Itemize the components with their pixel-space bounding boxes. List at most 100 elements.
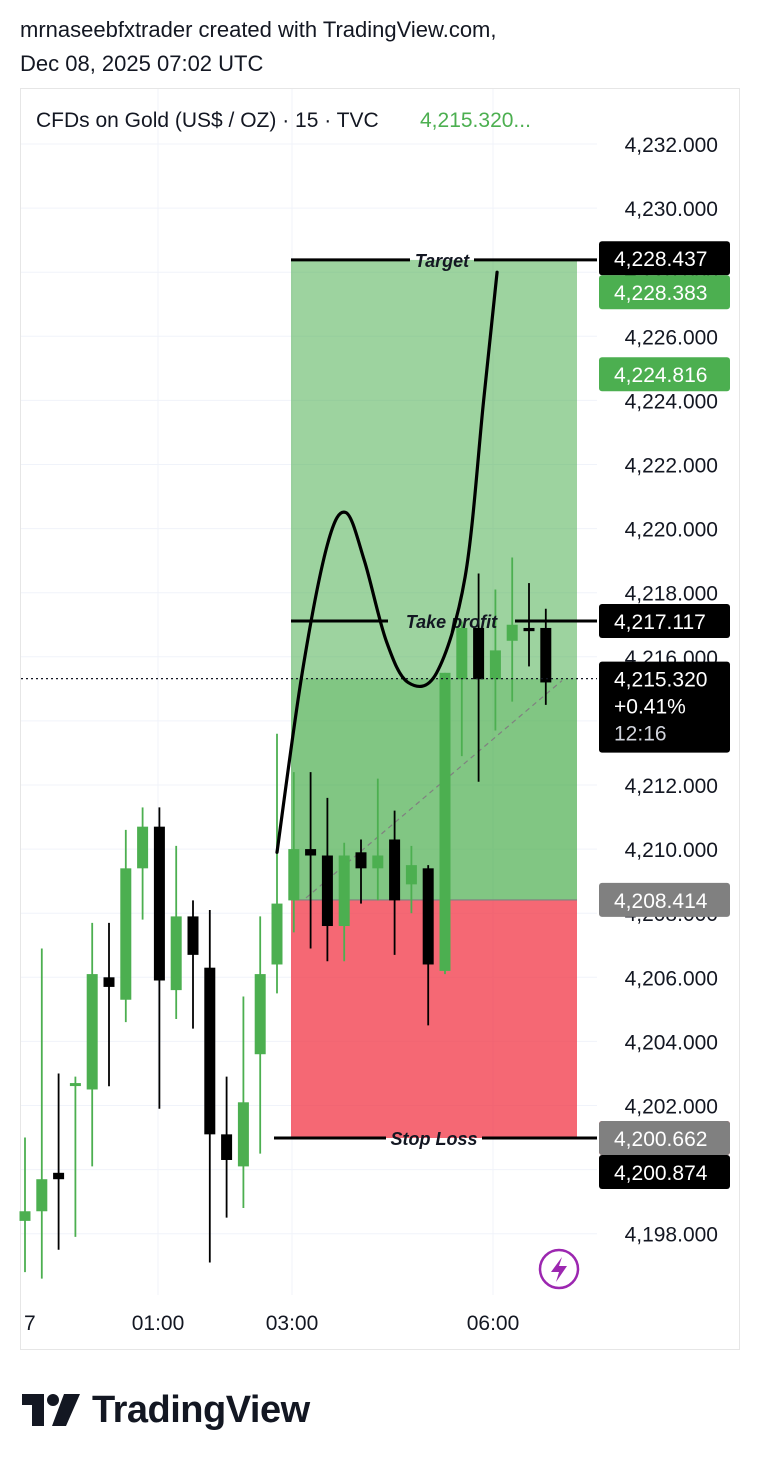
current-price-tag: 4,215.320 +0.41% 12:16: [599, 661, 730, 753]
projection-path[interactable]: [275, 270, 499, 854]
candle: [288, 772, 300, 933]
y-tick-label: 4,202.000: [625, 1096, 718, 1119]
price-tag-text: 4,200.662: [614, 1128, 707, 1151]
timestamp-line: Dec 08, 2025 07:02 UTC: [20, 51, 264, 76]
candle-body: [103, 977, 115, 987]
chart[interactable]: Target Take profit Stop Loss 4,232.000 4,230…: [0, 0, 760, 1370]
y-tick-label: 4,224.000: [625, 390, 718, 413]
candle-body: [69, 1083, 81, 1087]
candle-body: [86, 974, 98, 1090]
title-price: 4,215.320...: [420, 109, 531, 132]
candle-body: [372, 855, 384, 869]
loss-zone[interactable]: [291, 899, 577, 1138]
price-tag: 4,217.117: [599, 604, 730, 639]
candle-body: [204, 967, 216, 1135]
tradingview-logo-icon: [22, 1394, 80, 1426]
profit-zone-progress: [291, 678, 577, 900]
y-tick-label: 4,198.000: [625, 1224, 718, 1247]
price-tag: 4,224.816: [599, 357, 730, 392]
take-profit-label: Take profit: [406, 612, 498, 632]
brand-name: TradingView: [92, 1388, 310, 1431]
lightning-icon[interactable]: [538, 1248, 580, 1290]
lightning-icon-bolt: [551, 1257, 567, 1282]
candle: [523, 583, 535, 667]
chart-title: CFDs on Gold (US$ / OZ) · 15 · TVC 4,215.…: [36, 109, 531, 132]
candle: [473, 573, 485, 782]
profit-zone[interactable]: [291, 259, 577, 900]
candle: [170, 845, 182, 1019]
candle: [489, 589, 501, 731]
candle-body: [506, 624, 518, 641]
candle-body: [489, 650, 501, 680]
candle: [338, 842, 350, 962]
candle: [36, 948, 48, 1279]
candle: [254, 916, 266, 1154]
candle-body: [221, 1134, 233, 1160]
price-tag-bg: [599, 1120, 730, 1155]
x-axis: 7 01:00 03:00 06:00: [24, 1312, 519, 1335]
current-price-tag-bg: [599, 661, 730, 753]
symbol-title: CFDs on Gold (US$ / OZ) · 15 · TVC: [36, 109, 379, 132]
candle-body: [170, 916, 182, 991]
y-tick-label: 4,218.000: [625, 583, 718, 606]
price-tag-text: 4,208.414: [614, 890, 708, 913]
x-tick-label: 06:00: [467, 1312, 520, 1335]
candle: [19, 1137, 31, 1273]
candle: [187, 900, 199, 1029]
candle: [271, 733, 283, 994]
candle: [355, 839, 367, 904]
bar-countdown: 12:16: [614, 723, 667, 746]
price-tag-text: 4,228.383: [614, 282, 707, 305]
candle: [439, 672, 451, 975]
candle-body: [288, 849, 300, 901]
author-line: mrnaseebfxtrader created with TradingVie…: [20, 17, 497, 42]
candle-body: [338, 855, 350, 927]
candle: [405, 845, 417, 914]
candle-body: [153, 826, 165, 981]
candle-body: [389, 839, 401, 901]
price-tag: 4,200.874: [599, 1154, 730, 1189]
price-tag-bg: [599, 357, 730, 392]
price-tag-bg: [599, 275, 730, 310]
candle-body: [120, 868, 132, 1000]
candle-body: [422, 868, 434, 965]
candle: [422, 865, 434, 1026]
price-tag-text: 4,200.874: [614, 1162, 708, 1185]
price-tag: 4,228.437: [599, 241, 730, 276]
candle: [321, 797, 333, 962]
candle: [237, 996, 249, 1209]
candle-body: [271, 903, 283, 965]
tradingview-logo[interactable]: TradingView: [22, 1388, 310, 1432]
price-tag: 4,208.414: [599, 882, 730, 917]
candle-body: [523, 627, 535, 632]
current-price-change: +0.41%: [614, 696, 686, 719]
candle: [305, 772, 317, 949]
candle-body: [456, 627, 468, 680]
candle-body: [405, 865, 417, 885]
chart-frame: [20, 88, 740, 1350]
candle-body: [355, 852, 367, 869]
candle-body: [19, 1211, 31, 1221]
y-tick-label: 4,204.000: [625, 1031, 718, 1054]
candle-body: [53, 1172, 65, 1180]
y-tick-label: 4,226.000: [625, 326, 718, 349]
stop-loss-label: Stop Loss: [390, 1129, 477, 1149]
candle: [372, 778, 384, 901]
candle: [53, 1073, 65, 1250]
candle-body: [321, 855, 333, 927]
x-tick-label: 7: [24, 1312, 36, 1335]
y-tick-label: 4,232.000: [625, 134, 718, 157]
candle: [137, 807, 149, 920]
price-tag-text: 4,224.816: [614, 364, 707, 387]
candle-body: [254, 974, 266, 1055]
candle: [153, 807, 165, 1109]
price-tag-bg: [599, 241, 730, 276]
candle: [221, 1076, 233, 1218]
candle-body: [237, 1102, 249, 1167]
price-tag: 4,228.383: [599, 275, 730, 310]
candle: [389, 810, 401, 955]
y-tick-label: 4,230.000: [625, 198, 718, 221]
price-tag: 4,200.662: [599, 1120, 730, 1155]
candle: [540, 608, 552, 705]
x-tick-label: 03:00: [266, 1312, 319, 1335]
